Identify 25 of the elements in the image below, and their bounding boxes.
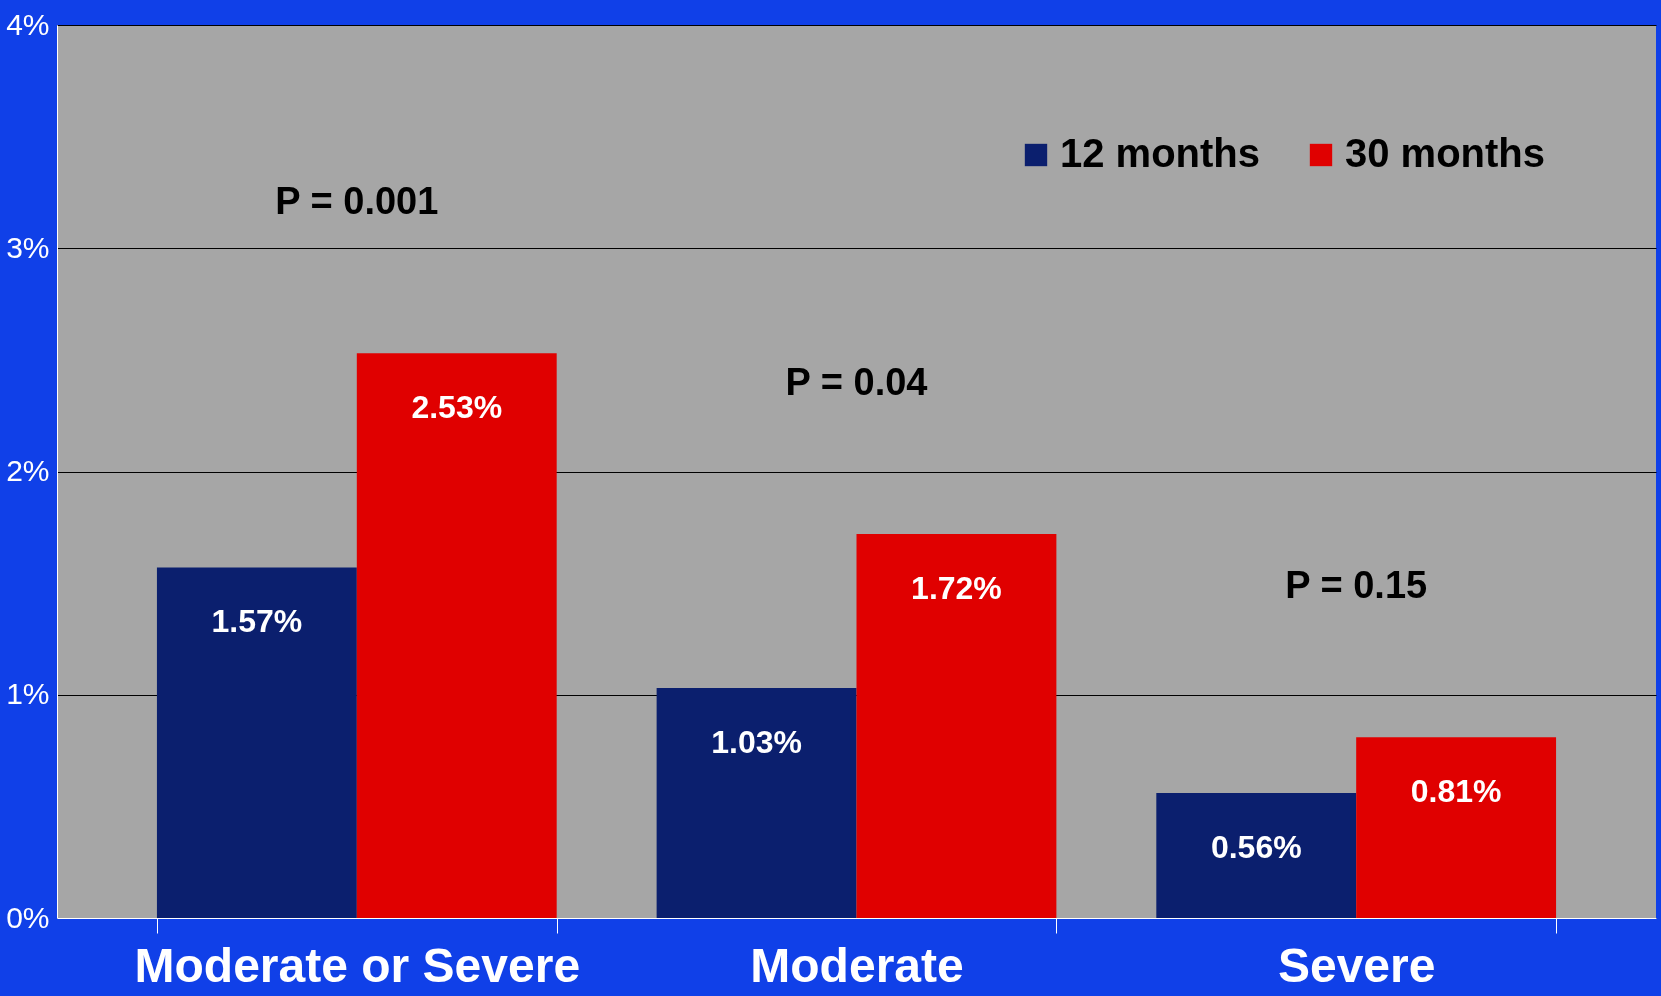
bar bbox=[1356, 737, 1557, 918]
annotation: P = 0.001 bbox=[275, 180, 439, 223]
text: 1.57% bbox=[211, 603, 303, 640]
legend-label: 30 months bbox=[1345, 131, 1546, 175]
text: 1.72% bbox=[911, 570, 1002, 607]
y-tick-label: 1% bbox=[6, 677, 50, 711]
x-tick-label: Severe bbox=[1277, 938, 1436, 992]
y-tick-label: 4% bbox=[6, 7, 50, 41]
y-tick-label: 0% bbox=[6, 900, 50, 934]
bar bbox=[156, 567, 357, 918]
text: 0.81% bbox=[1410, 773, 1502, 810]
bar bbox=[656, 688, 857, 918]
annotation: P = 0.04 bbox=[785, 361, 928, 404]
annotation: P = 0.15 bbox=[1285, 564, 1428, 607]
x-tick-label: Moderate bbox=[750, 938, 964, 992]
text: 0.56% bbox=[1210, 828, 1302, 865]
bar bbox=[856, 534, 1057, 918]
text: 2.53% bbox=[411, 389, 503, 426]
legend-label: 12 months bbox=[1060, 131, 1261, 175]
x-tick-label: Moderate or Severe bbox=[134, 938, 581, 992]
y-tick-label: 2% bbox=[6, 454, 50, 487]
bar bbox=[1156, 792, 1357, 918]
bar bbox=[356, 353, 557, 918]
text: 1.03% bbox=[711, 724, 802, 761]
y-tick-label: 3% bbox=[6, 230, 50, 264]
